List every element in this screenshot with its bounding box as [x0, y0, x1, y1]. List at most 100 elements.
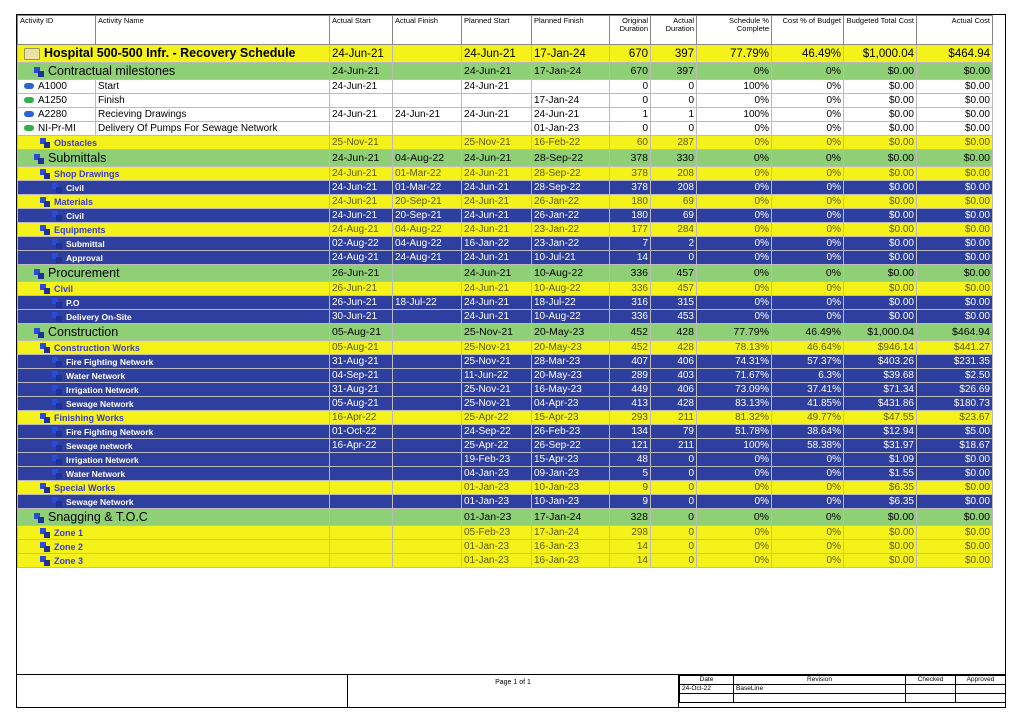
cell-schedule-pct: 73.09% [696, 382, 772, 397]
wbs-row[interactable]: Equipments 24-Aug-21 04-Aug-22 24-Jun-21 23-… [17, 222, 993, 237]
col-header-actual-start[interactable]: Actual Start [329, 15, 393, 45]
wbs-row[interactable]: Zone 3 01-Jan-23 16-Jan-23 14 0 0% 0% $0.00 $0.0… [17, 553, 993, 568]
cell-planned-start: 25-Apr-22 [461, 438, 532, 453]
cell-cost-pct: 0% [771, 62, 844, 80]
wbs-row[interactable]: Approval 24-Aug-21 24-Aug-21 24-Jun-21 10-Ju… [17, 250, 993, 265]
cell-cost-pct: 0% [771, 309, 844, 324]
col-header-actual-cost[interactable]: Actual Cost [916, 15, 993, 45]
wbs-row[interactable]: Irrigation Network 19-Feb-23 15-Apr-23 48 0 0… [17, 452, 993, 467]
cell-budget-cost: $71.34 [843, 382, 917, 397]
wbs-row[interactable]: Delivery On-Site 30-Jun-21 24-Jun-21 10-Aug… [17, 309, 993, 324]
col-header-actual-duration[interactable]: Actual Duration [650, 15, 697, 45]
col-header-cost-pct[interactable]: Cost % of Budget [771, 15, 844, 45]
wbs-row[interactable]: Finishing Works 16-Apr-22 25-Apr-22 15-Apr-… [17, 410, 993, 425]
wbs-icon [52, 469, 62, 480]
wbs-row[interactable]: Civil 24-Jun-21 20-Sep-21 24-Jun-21 26-Jan-2… [17, 208, 993, 223]
wbs-row[interactable]: Procurement 26-Jun-21 24-Jun-21 10-Aug-22 33… [17, 264, 993, 282]
wbs-row[interactable]: Hospital 500-500 Infr. - Recovery Schedu… [17, 44, 993, 63]
cell-actual-duration: 0 [650, 539, 697, 554]
col-header-activity-id[interactable]: Activity ID [17, 15, 96, 45]
col-header-schedule-pct[interactable]: Schedule % Complete [696, 15, 772, 45]
wbs-row[interactable]: Construction 05-Aug-21 25-Nov-21 20-May-23 4… [17, 323, 993, 341]
cell-planned-finish: 17-Jan-24 [531, 525, 610, 540]
cell-schedule-pct: 0% [696, 236, 772, 251]
col-header-budget-cost[interactable]: Budgeted Total Cost [843, 15, 917, 45]
cell-schedule-pct: 100% [696, 438, 772, 453]
cell-schedule-pct: 81.32% [696, 410, 772, 425]
wbs-row[interactable]: Materials 24-Jun-21 20-Sep-21 24-Jun-21 26-J… [17, 194, 993, 209]
cell-actual-cost: $180.73 [916, 396, 993, 411]
row-name-label: Procurement [48, 266, 120, 280]
cell-budget-cost: $6.35 [843, 480, 917, 495]
cell-cost-pct: 46.49% [771, 323, 844, 341]
wbs-row[interactable]: Irrigation Network 31-Aug-21 25-Nov-21 16-M… [17, 382, 993, 397]
cell-actual-duration: 287 [650, 135, 697, 150]
wbs-row[interactable]: Zone 1 05-Feb-23 17-Jan-24 298 0 0% 0% $0.00 $0.… [17, 525, 993, 540]
wbs-row[interactable]: Shop Drawings 24-Jun-21 01-Mar-22 24-Jun-21… [17, 166, 993, 181]
cell-planned-finish: 20-May-23 [531, 340, 610, 355]
wbs-row[interactable]: Construction Works 05-Aug-21 25-Nov-21 20-M… [17, 340, 993, 355]
col-header-planned-finish[interactable]: Planned Finish [531, 15, 610, 45]
cell-actual-start: 24-Jun-21 [329, 180, 393, 195]
cell-actual-start: 04-Sep-21 [329, 368, 393, 383]
cell-actual-start: 24-Jun-21 [329, 79, 393, 94]
wbs-icon [52, 211, 62, 222]
activity-row[interactable]: NI-Pr-MI Delivery Of Pumps For Sewage Net… [17, 121, 993, 136]
cell-budget-cost: $1.55 [843, 466, 917, 481]
cell-actual-duration: 0 [650, 121, 697, 136]
wbs-row[interactable]: Sewage Network 01-Jan-23 10-Jan-23 9 0 0% 0% $6… [17, 494, 993, 509]
cell-original-duration: 177 [609, 222, 651, 237]
cell-schedule-pct: 77.79% [696, 323, 772, 341]
revision-table: Date Revision Checked Approved 24-Oct-22… [679, 675, 1006, 703]
wbs-row[interactable]: Submittals 24-Jun-21 04-Aug-22 24-Jun-21 28-… [17, 149, 993, 167]
cell-original-duration: 378 [609, 180, 651, 195]
wbs-row[interactable]: Zone 2 01-Jan-23 16-Jan-23 14 0 0% 0% $0.00 $0.0… [17, 539, 993, 554]
cell-cost-pct: 0% [771, 525, 844, 540]
col-header-planned-start[interactable]: Planned Start [461, 15, 532, 45]
cell-actual-start [329, 480, 393, 495]
wbs-row[interactable]: Submittal 02-Aug-22 04-Aug-22 16-Jan-22 23-J… [17, 236, 993, 251]
cell-actual-cost: $0.00 [916, 508, 993, 526]
cell-activity-name: Materials [17, 194, 330, 209]
cell-planned-start: 25-Nov-21 [461, 354, 532, 369]
cell-planned-finish: 01-Jan-23 [531, 121, 610, 136]
wbs-row[interactable]: Water Network 04-Sep-21 11-Jun-22 20-May-23… [17, 368, 993, 383]
wbs-row[interactable]: Special Works 01-Jan-23 10-Jan-23 9 0 0% 0% $6.… [17, 480, 993, 495]
activity-row[interactable]: A2280 Recieving Drawings 24-Jun-21 24-Jun-2… [17, 107, 993, 122]
cell-actual-finish: 04-Aug-22 [392, 222, 462, 237]
wbs-row[interactable]: Snagging & T.O.C 01-Jan-23 17-Jan-24 328 0 0%… [17, 508, 993, 526]
cell-planned-start: 01-Jan-23 [461, 508, 532, 526]
cell-activity-name: Shop Drawings [17, 166, 330, 181]
wbs-row[interactable]: Water Network 04-Jan-23 09-Jan-23 5 0 0% 0% $1.… [17, 466, 993, 481]
col-header-original-duration[interactable]: Original Duration [609, 15, 651, 45]
cell-activity-name: Recieving Drawings [95, 107, 330, 122]
cell-cost-pct: 57.37% [771, 354, 844, 369]
cell-activity-name: Approval [17, 250, 330, 265]
cell-actual-start [329, 525, 393, 540]
wbs-row[interactable]: Sewage network 16-Apr-22 25-Apr-22 26-Sep-2… [17, 438, 993, 453]
cell-actual-cost: $0.00 [916, 93, 993, 108]
wbs-row[interactable]: P.O 26-Jun-21 18-Jul-22 24-Jun-21 18-Jul-22 3… [17, 295, 993, 310]
cell-actual-cost: $0.00 [916, 149, 993, 167]
wbs-row[interactable]: Contractual milestones 24-Jun-21 24-Jun-21… [17, 62, 993, 80]
activity-row[interactable]: A1250 Finish 17-Jan-24 0 0 0% 0% $0.00 $0.00 [17, 93, 993, 108]
rev-approved [955, 684, 1006, 694]
wbs-icon [52, 253, 62, 264]
wbs-row[interactable]: Obstacles 25-Nov-21 25-Nov-21 16-Feb-22 60 28… [17, 135, 993, 150]
wbs-icon [40, 225, 50, 236]
activity-row[interactable]: A1000 Start 24-Jun-21 24-Jun-21 0 0 100% 0% $0.0… [17, 79, 993, 94]
cell-original-duration: 9 [609, 494, 651, 509]
cell-planned-finish [531, 79, 610, 94]
col-header-activity-name[interactable]: Activity Name [95, 15, 330, 45]
cell-activity-id: A2280 [17, 107, 96, 122]
cell-actual-cost: $0.00 [916, 107, 993, 122]
wbs-row[interactable]: Sewage Network 05-Aug-21 25-Nov-21 04-Apr-2… [17, 396, 993, 411]
cell-planned-start: 24-Sep-22 [461, 424, 532, 439]
wbs-row[interactable]: Fire Fighting Network 31-Aug-21 25-Nov-21 2… [17, 354, 993, 369]
wbs-row[interactable]: Civil 24-Jun-21 01-Mar-22 24-Jun-21 28-Sep-2… [17, 180, 993, 195]
wbs-row[interactable]: Fire Fighting Network 01-Oct-22 24-Sep-22 2… [17, 424, 993, 439]
wbs-row[interactable]: Civil 26-Jun-21 24-Jun-21 10-Aug-22 336 457 0%… [17, 281, 993, 296]
cell-budget-cost: $0.00 [843, 553, 917, 568]
cell-original-duration: 336 [609, 264, 651, 282]
col-header-actual-finish[interactable]: Actual Finish [392, 15, 462, 45]
